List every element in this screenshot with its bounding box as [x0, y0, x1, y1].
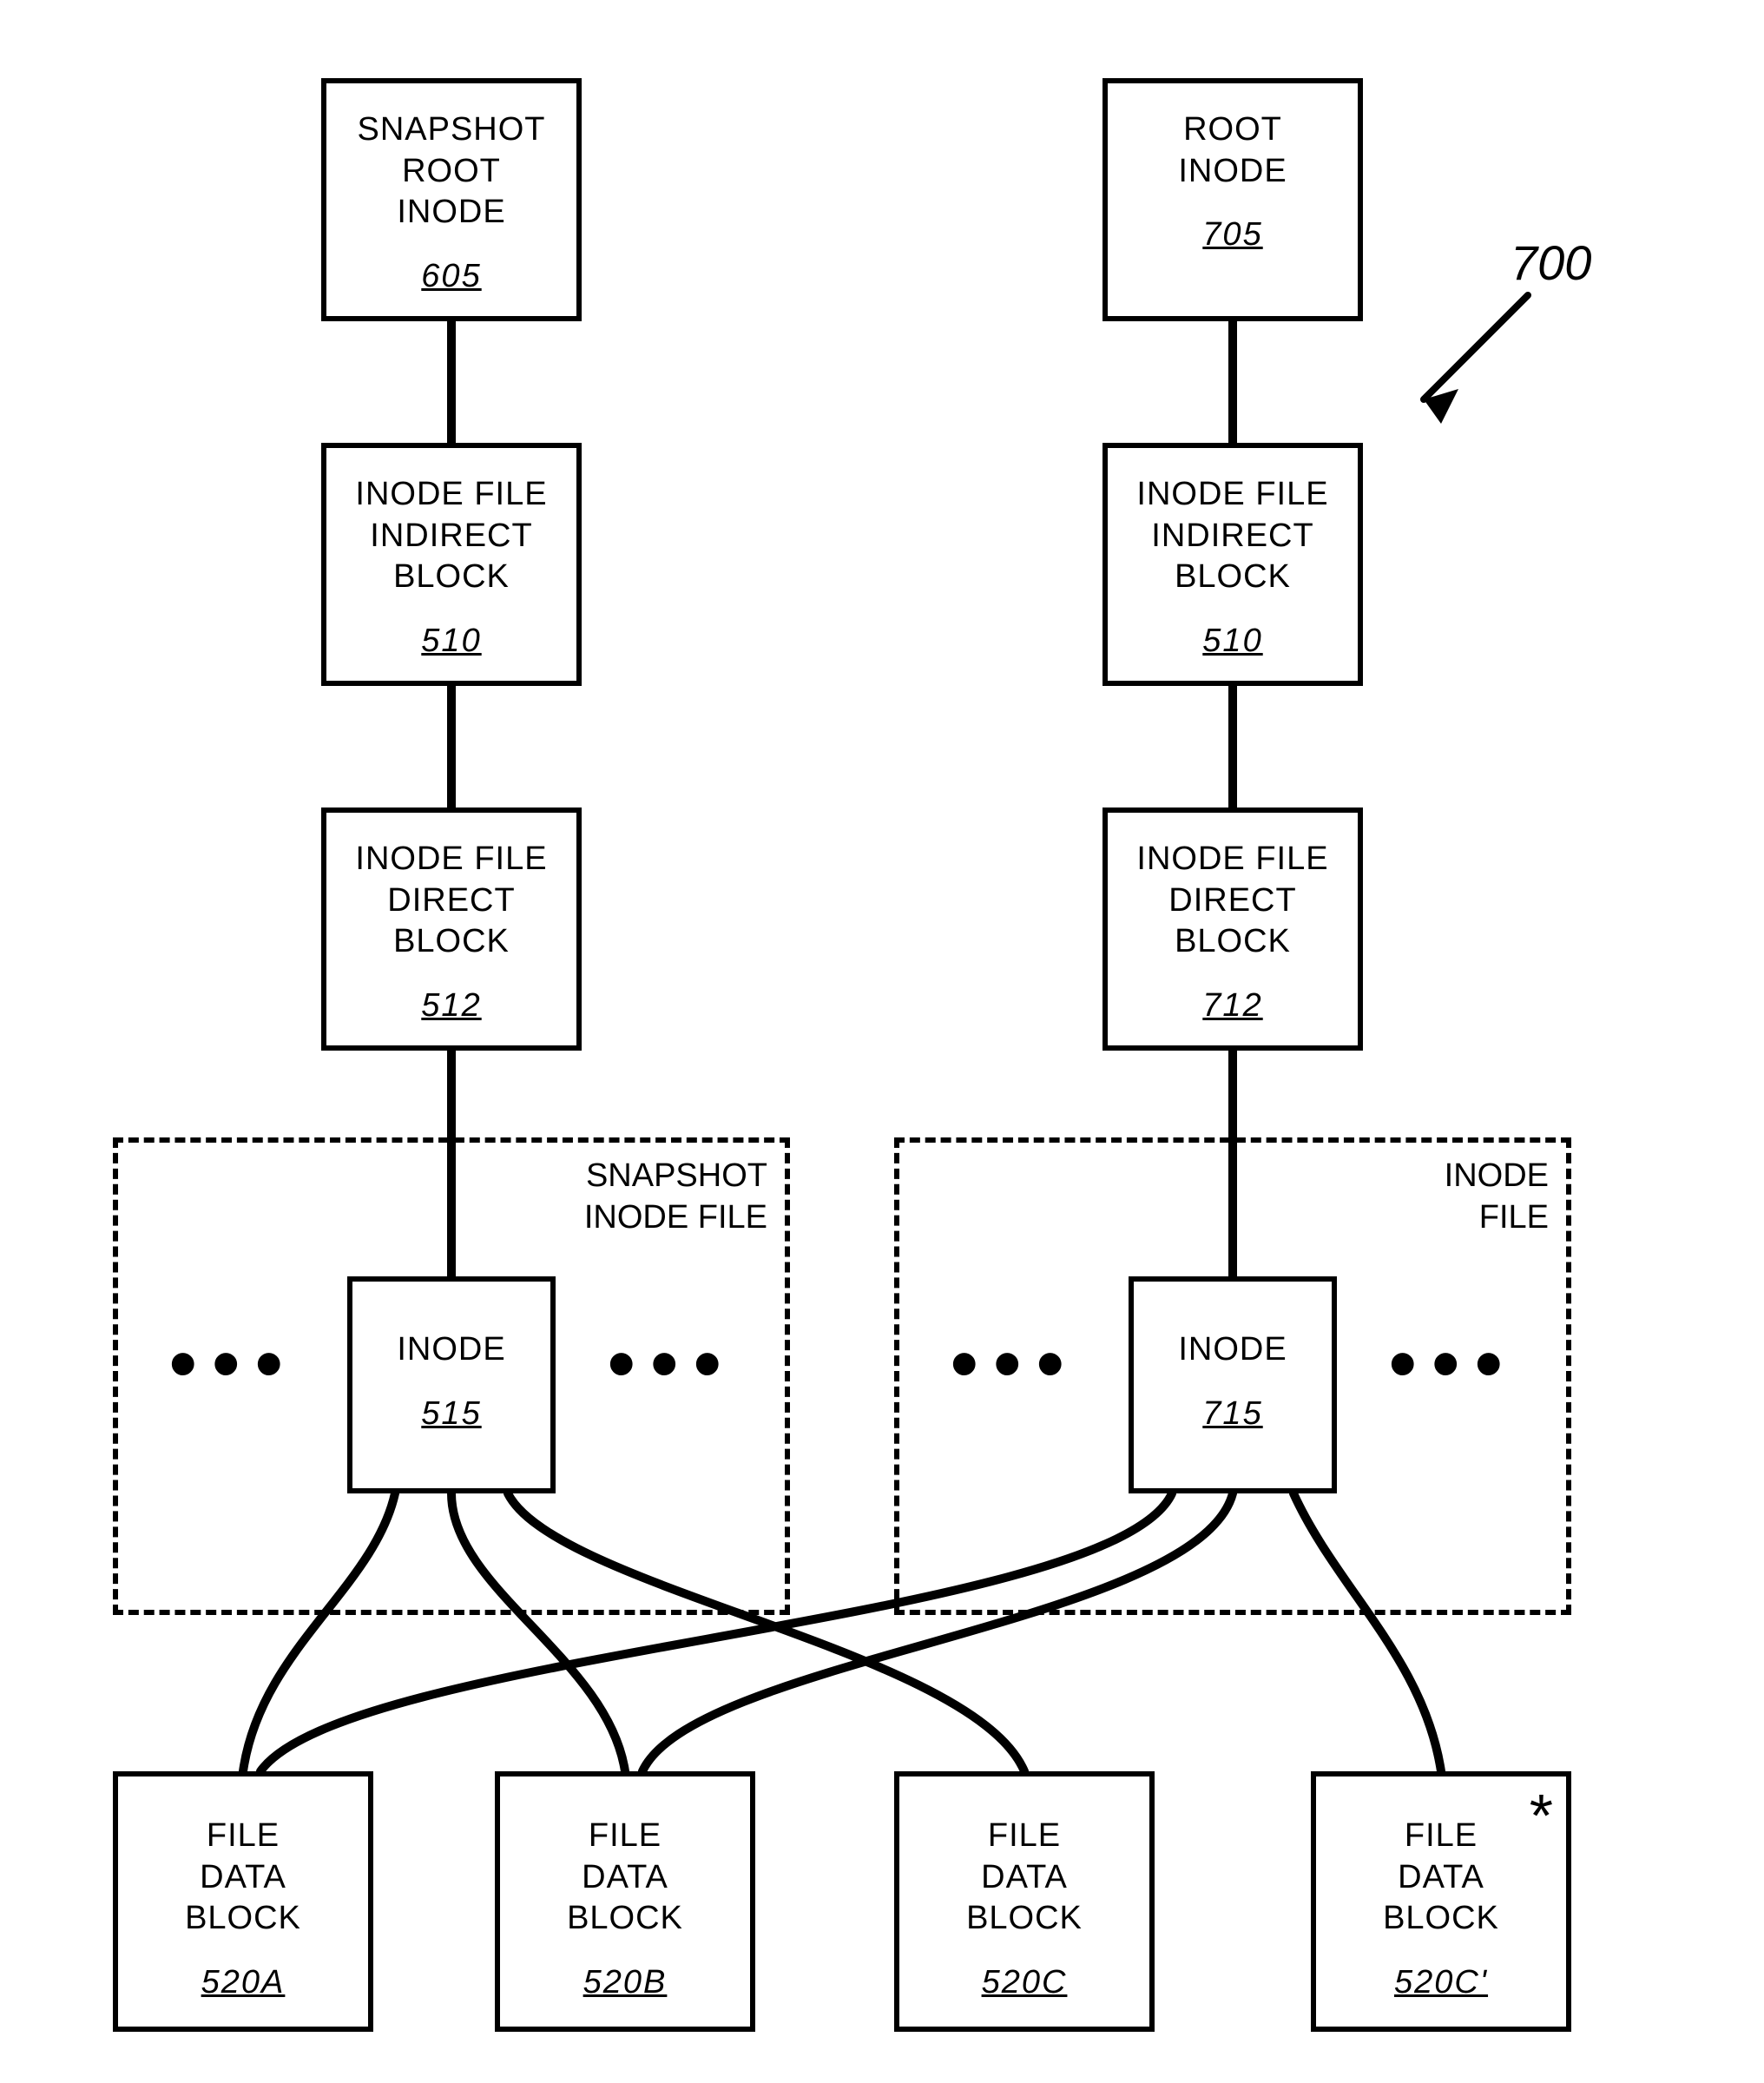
right-direct-label: INODE FILE DIRECT BLOCK: [1136, 839, 1328, 963]
file-data-block-c-label: FILE DATA BLOCK: [966, 1816, 1083, 1940]
left-direct-num: 512: [421, 987, 481, 1025]
root-inode-num: 705: [1202, 216, 1262, 254]
snapshot-root-inode-num: 605: [421, 258, 481, 295]
ellipsis-icon: •••: [951, 1320, 1080, 1409]
right-inode-label: INODE: [1178, 1329, 1287, 1371]
modified-star-icon: *: [1530, 1781, 1553, 1850]
ellipsis-icon: •••: [1389, 1320, 1518, 1409]
file-data-block-c: FILE DATA BLOCK 520C: [894, 1771, 1155, 2032]
snapshot-root-inode-label: SNAPSHOT ROOT INODE: [357, 109, 545, 234]
snapshot-inode-file-label: SNAPSHOT INODE FILE: [584, 1156, 767, 1238]
diagram-canvas: 700 SNAPSHOT ROOT INODE 605 INODE FILE I…: [0, 0, 1764, 2083]
left-direct-label: INODE FILE DIRECT BLOCK: [355, 839, 547, 963]
left-indirect-box: INODE FILE INDIRECT BLOCK 510: [321, 443, 582, 686]
right-indirect-box: INODE FILE INDIRECT BLOCK 510: [1102, 443, 1363, 686]
file-data-block-a-num: 520A: [201, 1964, 286, 2001]
ellipsis-icon: •••: [608, 1320, 737, 1409]
right-inode-box: INODE 715: [1129, 1276, 1337, 1493]
right-indirect-num: 510: [1202, 623, 1262, 660]
file-data-block-a: FILE DATA BLOCK 520A: [113, 1771, 373, 2032]
right-direct-num: 712: [1202, 987, 1262, 1025]
file-data-block-a-label: FILE DATA BLOCK: [185, 1816, 301, 1940]
root-inode-label: ROOT INODE: [1178, 109, 1287, 192]
snapshot-root-inode-box: SNAPSHOT ROOT INODE 605: [321, 78, 582, 321]
file-data-block-c-num: 520C: [982, 1964, 1068, 2001]
file-data-block-cp-label: FILE DATA BLOCK: [1383, 1816, 1499, 1940]
root-inode-box: ROOT INODE 705: [1102, 78, 1363, 321]
file-data-block-b: FILE DATA BLOCK 520B: [495, 1771, 755, 2032]
right-inode-num: 715: [1202, 1395, 1262, 1433]
right-indirect-label: INODE FILE INDIRECT BLOCK: [1136, 474, 1328, 598]
left-inode-num: 515: [421, 1395, 481, 1433]
figure-number: 700: [1511, 234, 1591, 291]
left-inode-box: INODE 515: [347, 1276, 556, 1493]
left-indirect-num: 510: [421, 623, 481, 660]
left-inode-label: INODE: [397, 1329, 505, 1371]
inode-file-label: INODE FILE: [1445, 1156, 1549, 1238]
file-data-block-b-label: FILE DATA BLOCK: [567, 1816, 683, 1940]
right-direct-box: INODE FILE DIRECT BLOCK 712: [1102, 807, 1363, 1051]
file-data-block-cp-num: 520C': [1394, 1964, 1488, 2001]
left-indirect-label: INODE FILE INDIRECT BLOCK: [355, 474, 547, 598]
file-data-block-b-num: 520B: [583, 1964, 668, 2001]
ellipsis-icon: •••: [169, 1320, 299, 1409]
file-data-block-c-prime: * FILE DATA BLOCK 520C': [1311, 1771, 1571, 2032]
left-direct-box: INODE FILE DIRECT BLOCK 512: [321, 807, 582, 1051]
